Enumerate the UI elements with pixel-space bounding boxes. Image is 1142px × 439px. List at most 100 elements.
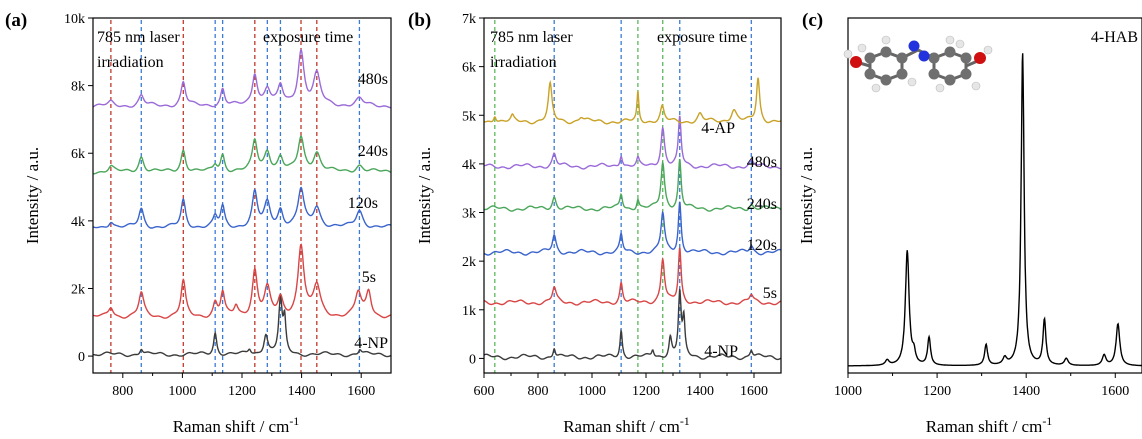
carbon-atom — [865, 53, 876, 64]
x-tick-label: 1400 — [686, 384, 714, 399]
x-tick-label: 1200 — [923, 384, 951, 399]
hydrogen-atom — [908, 78, 916, 86]
y-tick-label: 6k — [71, 147, 85, 162]
x-tick-label: 1600 — [1101, 384, 1129, 399]
carbon-atom — [961, 53, 972, 64]
x-tick-label: 1000 — [578, 384, 606, 399]
y-axis-title: Intensity / a.u. — [797, 147, 816, 244]
oxygen-atom — [974, 52, 986, 64]
molecule-picture — [844, 36, 992, 92]
oxygen-atom — [850, 56, 862, 68]
series-label: 480s — [747, 154, 777, 171]
carbon-atom — [881, 47, 892, 58]
y-tick-label: 2k — [462, 255, 476, 270]
panel-letter: (a) — [5, 10, 27, 31]
x-tick-label: 1600 — [347, 384, 375, 399]
y-tick-label: 7k — [462, 12, 476, 27]
panel-letter: (b) — [408, 10, 431, 31]
series-label: 4-NP — [704, 343, 738, 360]
series-label: 120s — [747, 237, 777, 254]
carbon-atom — [945, 75, 956, 86]
hydrogen-atom — [946, 36, 954, 44]
panel-a: (a) 4-NP 5s 120s 240s 480s 800 1000 1200 1400 1600… — [5, 10, 391, 436]
series-label: 120s — [348, 195, 378, 212]
series-label: 5s — [763, 285, 777, 302]
x-tick-label: 1000 — [168, 384, 196, 399]
x-tick-label: 800 — [528, 384, 549, 399]
y-axis-title: Intensity / a.u. — [23, 147, 42, 244]
y-tick-label: 8k — [71, 80, 85, 95]
series-label: 480s — [358, 71, 388, 88]
x-tick-label: 1600 — [740, 384, 768, 399]
series-line — [848, 53, 1142, 366]
x-tick-label: 1000 — [834, 384, 862, 399]
hydrogen-atom — [936, 84, 944, 92]
x-tick-label: 1200 — [632, 384, 660, 399]
y-tick-label: 0 — [78, 350, 85, 365]
hydrogen-atom — [872, 84, 880, 92]
nitrogen-atom — [909, 41, 920, 52]
annotation: 4-HAB — [1091, 29, 1138, 46]
x-axis-title-superscript: -1 — [1042, 414, 1052, 428]
annotation: 785 nm laser — [97, 29, 180, 46]
x-tick-label: 1400 — [1012, 384, 1040, 399]
y-tick-label: 1k — [462, 304, 476, 319]
x-tick-label: 1400 — [288, 384, 316, 399]
hydrogen-atom — [984, 46, 992, 54]
x-axis-title: Raman shift / cm-1 — [563, 414, 690, 436]
plot-frame — [484, 18, 781, 373]
x-axis-title-superscript: -1 — [289, 414, 299, 428]
y-tick-label: 5k — [462, 109, 476, 124]
hydrogen-atom — [882, 36, 890, 44]
carbon-atom — [897, 69, 908, 80]
carbon-atom — [865, 69, 876, 80]
carbon-atom — [961, 69, 972, 80]
y-tick-label: 10k — [64, 12, 85, 27]
plot-frame — [848, 18, 1142, 373]
x-axis-title-superscript: -1 — [680, 414, 690, 428]
series-label: 240s — [747, 196, 777, 213]
carbon-atom — [929, 69, 940, 80]
x-axis-title-text: Raman shift / cm — [926, 417, 1043, 436]
y-tick-label: 3k — [462, 207, 476, 222]
x-tick-label: 600 — [474, 384, 495, 399]
series-label: 4-AP — [701, 120, 735, 137]
panel-b: (b) 4-NP 5s 120s 240s 480s 4-AP 600 800 1000 1200 1… — [408, 10, 781, 436]
y-tick-label: 4k — [71, 215, 85, 230]
y-tick-label: 6k — [462, 61, 476, 76]
series-label: 5s — [362, 269, 376, 286]
hydrogen-atom — [844, 50, 852, 58]
hydrogen-atom — [956, 40, 964, 48]
hydrogen-atom — [972, 82, 980, 90]
series-label: 240s — [358, 143, 388, 160]
y-tick-label: 0 — [469, 352, 476, 367]
x-axis-title: Raman shift / cm-1 — [926, 414, 1053, 436]
annotation: 785 nm laser — [490, 29, 573, 46]
carbon-atom — [929, 53, 940, 64]
panel-letter: (c) — [802, 10, 823, 31]
x-tick-label: 800 — [112, 384, 133, 399]
panel-c: (c) 1000 1200 1400 1600 Raman shift / cm-1 Int… — [797, 10, 1142, 436]
series-line — [484, 78, 781, 124]
y-tick-label: 2k — [71, 282, 85, 297]
y-tick-label: 4k — [462, 158, 476, 173]
series-line — [484, 248, 781, 305]
carbon-atom — [945, 47, 956, 58]
annotation: irradiation — [490, 54, 557, 71]
annotation: exposure time — [657, 29, 747, 46]
x-axis-title-text: Raman shift / cm — [173, 417, 290, 436]
carbon-atom — [881, 75, 892, 86]
hydrogen-atom — [858, 44, 866, 52]
plot-frame — [93, 18, 391, 373]
annotation: exposure time — [263, 29, 353, 46]
carbon-atom — [897, 53, 908, 64]
series-line — [93, 245, 391, 319]
series-line — [484, 116, 781, 169]
nitrogen-atom — [919, 51, 930, 62]
y-axis-title: Intensity / a.u. — [415, 147, 434, 244]
x-axis-title: Raman shift / cm-1 — [173, 414, 300, 436]
annotation: irradiation — [97, 54, 164, 71]
x-axis-title-text: Raman shift / cm — [563, 417, 680, 436]
series-line — [93, 136, 391, 174]
